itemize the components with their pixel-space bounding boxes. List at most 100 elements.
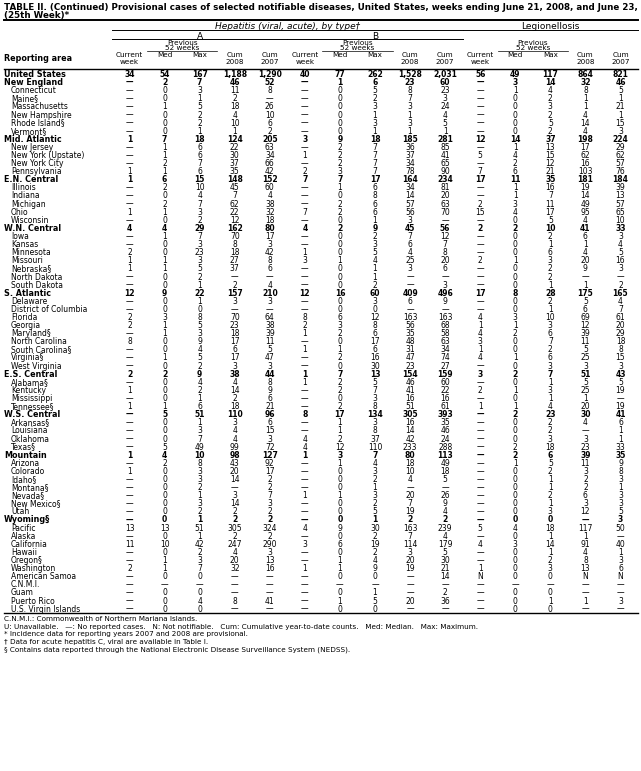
- Text: 1: 1: [338, 597, 342, 605]
- Text: W.S. Central: W.S. Central: [4, 410, 60, 419]
- Text: 0: 0: [548, 604, 553, 614]
- Text: 1: 1: [548, 548, 553, 557]
- Text: 113: 113: [437, 451, 453, 460]
- Text: 7: 7: [372, 143, 378, 152]
- Text: 2: 2: [548, 94, 553, 103]
- Text: 198: 198: [578, 135, 594, 144]
- Text: —: —: [126, 532, 133, 540]
- Text: 2: 2: [267, 516, 272, 524]
- Text: 5: 5: [162, 410, 167, 419]
- Text: 23: 23: [195, 248, 204, 258]
- Text: 8: 8: [267, 256, 272, 265]
- Text: 30: 30: [370, 362, 380, 371]
- Text: Massachusetts: Massachusetts: [11, 103, 68, 111]
- Text: 13: 13: [615, 191, 625, 200]
- Text: 5: 5: [548, 119, 553, 127]
- Text: 2: 2: [372, 548, 378, 557]
- Text: 281: 281: [437, 135, 453, 144]
- Text: —: —: [476, 191, 484, 200]
- Text: 30: 30: [230, 151, 240, 160]
- Text: Maine§: Maine§: [11, 94, 38, 103]
- Text: 1: 1: [162, 151, 167, 160]
- Text: 1: 1: [548, 281, 553, 290]
- Text: 3: 3: [303, 540, 307, 549]
- Text: 9: 9: [197, 337, 202, 346]
- Text: 20: 20: [405, 491, 415, 500]
- Text: —: —: [476, 604, 484, 614]
- Text: Max: Max: [192, 52, 207, 58]
- Text: 65: 65: [440, 159, 450, 168]
- Text: 0: 0: [513, 419, 518, 427]
- Text: 0: 0: [338, 467, 342, 476]
- Text: —: —: [301, 103, 309, 111]
- Text: —: —: [476, 78, 484, 87]
- Text: 11: 11: [545, 200, 555, 209]
- Text: 7: 7: [372, 451, 378, 460]
- Text: 0: 0: [338, 475, 342, 484]
- Text: —: —: [126, 297, 133, 306]
- Text: 60: 60: [265, 183, 275, 193]
- Text: —: —: [126, 378, 133, 387]
- Text: 15: 15: [265, 426, 274, 436]
- Text: 3: 3: [618, 264, 623, 274]
- Text: 1: 1: [513, 402, 518, 411]
- Text: 2: 2: [197, 386, 202, 395]
- Text: 65: 65: [615, 207, 626, 217]
- Text: 18: 18: [230, 402, 240, 411]
- Text: 2: 2: [162, 183, 167, 193]
- Text: Iowa: Iowa: [11, 232, 29, 241]
- Text: 1: 1: [513, 386, 518, 395]
- Text: —: —: [126, 410, 133, 419]
- Text: 13: 13: [545, 143, 555, 152]
- Text: 16: 16: [545, 183, 555, 193]
- Text: 2: 2: [162, 78, 167, 87]
- Text: Colorado: Colorado: [11, 467, 46, 476]
- Text: 3: 3: [548, 435, 553, 443]
- Text: —: —: [266, 94, 274, 103]
- Text: 1: 1: [478, 321, 483, 330]
- Text: Current
week: Current week: [291, 52, 319, 65]
- Text: 247: 247: [228, 540, 242, 549]
- Text: 0: 0: [338, 232, 342, 241]
- Text: 1: 1: [162, 232, 167, 241]
- Text: Oregon§: Oregon§: [11, 556, 43, 565]
- Text: 3: 3: [267, 548, 272, 557]
- Text: 4: 4: [583, 419, 588, 427]
- Text: 56: 56: [405, 207, 415, 217]
- Text: 0: 0: [162, 362, 167, 371]
- Text: 5: 5: [372, 86, 378, 95]
- Text: —: —: [476, 305, 484, 314]
- Text: 2: 2: [372, 532, 378, 540]
- Text: Cum
2008: Cum 2008: [226, 52, 244, 65]
- Text: 0: 0: [162, 378, 167, 387]
- Text: 4: 4: [513, 151, 518, 160]
- Text: Virginia§: Virginia§: [11, 353, 44, 362]
- Text: 152: 152: [262, 175, 278, 184]
- Text: 6: 6: [232, 345, 237, 355]
- Text: 0: 0: [513, 475, 518, 484]
- Text: 91: 91: [581, 540, 590, 549]
- Text: —: —: [301, 507, 309, 517]
- Text: 0: 0: [372, 604, 378, 614]
- Text: 1: 1: [478, 402, 483, 411]
- Text: 4: 4: [583, 548, 588, 557]
- Text: 1: 1: [338, 419, 342, 427]
- Text: Wyoming§: Wyoming§: [4, 516, 50, 524]
- Text: —: —: [617, 581, 624, 589]
- Text: 0: 0: [338, 604, 342, 614]
- Text: —: —: [301, 516, 308, 524]
- Text: 28: 28: [545, 288, 556, 298]
- Text: American Samoa: American Samoa: [11, 572, 76, 581]
- Text: 288: 288: [438, 443, 453, 452]
- Text: 163: 163: [403, 524, 417, 533]
- Text: —: —: [476, 483, 484, 492]
- Text: 8: 8: [372, 402, 378, 411]
- Text: 37: 37: [230, 264, 240, 274]
- Text: 11: 11: [581, 459, 590, 468]
- Text: 0: 0: [338, 507, 342, 517]
- Text: 18: 18: [545, 443, 555, 452]
- Text: —: —: [126, 507, 133, 517]
- Text: 12: 12: [230, 216, 240, 225]
- Text: 2: 2: [197, 483, 202, 492]
- Text: 7: 7: [302, 175, 308, 184]
